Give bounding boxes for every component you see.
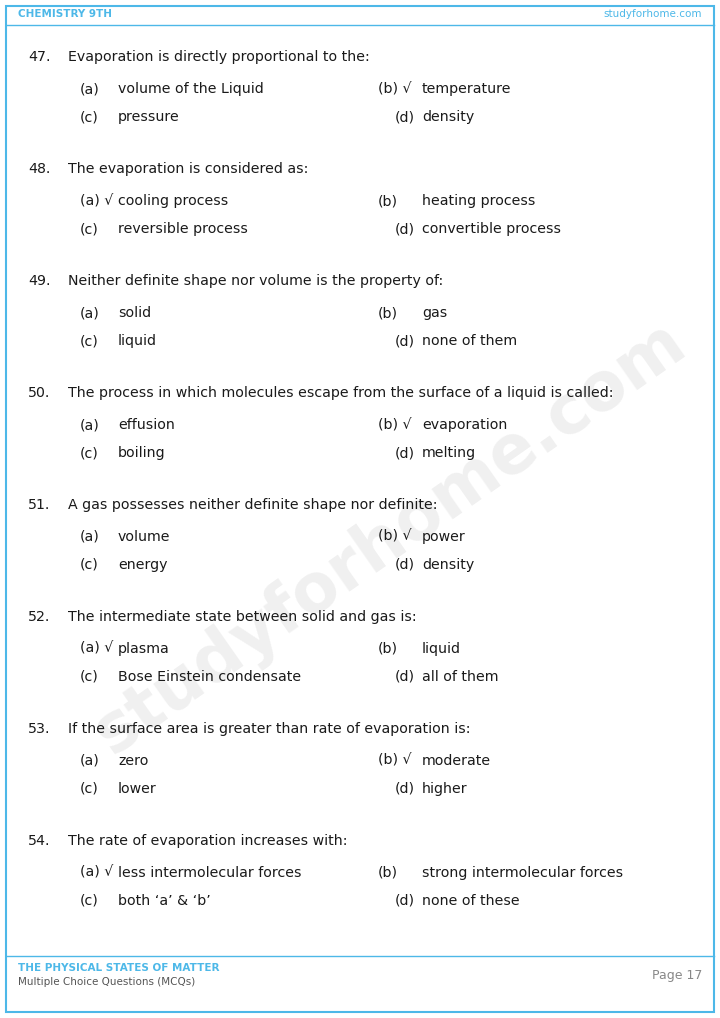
Text: (d): (d): [395, 782, 415, 796]
Text: (a) √: (a) √: [80, 642, 113, 656]
Text: less intermolecular forces: less intermolecular forces: [118, 866, 302, 880]
Text: (c): (c): [80, 446, 99, 460]
Text: (a): (a): [80, 82, 100, 96]
Text: liquid: liquid: [118, 334, 157, 348]
Text: 53.: 53.: [28, 722, 50, 736]
Text: THE PHYSICAL STATES OF MATTER: THE PHYSICAL STATES OF MATTER: [18, 963, 220, 973]
Text: (c): (c): [80, 782, 99, 796]
Text: If the surface area is greater than rate of evaporation is:: If the surface area is greater than rate…: [68, 722, 470, 736]
Text: volume: volume: [118, 530, 171, 544]
Text: Evaporation is directly proportional to the:: Evaporation is directly proportional to …: [68, 50, 370, 64]
Text: 49.: 49.: [28, 274, 50, 288]
Text: A gas possesses neither definite shape nor definite:: A gas possesses neither definite shape n…: [68, 498, 438, 512]
Text: Neither definite shape nor volume is the property of:: Neither definite shape nor volume is the…: [68, 274, 444, 288]
Text: cooling process: cooling process: [118, 194, 228, 208]
Text: 52.: 52.: [28, 610, 50, 624]
Text: (c): (c): [80, 334, 99, 348]
Text: CHEMISTRY 9TH: CHEMISTRY 9TH: [18, 9, 112, 19]
Text: melting: melting: [422, 446, 476, 460]
Text: (d): (d): [395, 334, 415, 348]
Text: The rate of evaporation increases with:: The rate of evaporation increases with:: [68, 834, 348, 848]
Text: all of them: all of them: [422, 670, 498, 684]
Text: (b) √: (b) √: [378, 418, 412, 432]
Text: The process in which molecules escape from the surface of a liquid is called:: The process in which molecules escape fr…: [68, 386, 613, 400]
Text: temperature: temperature: [422, 82, 511, 96]
Text: (d): (d): [395, 894, 415, 908]
Text: evaporation: evaporation: [422, 418, 508, 432]
Text: (a): (a): [80, 418, 100, 432]
Text: (a): (a): [80, 530, 100, 544]
Text: liquid: liquid: [422, 642, 461, 656]
Text: zero: zero: [118, 754, 148, 768]
Text: density: density: [422, 558, 474, 572]
Text: (c): (c): [80, 894, 99, 908]
Text: effusion: effusion: [118, 418, 175, 432]
Text: solid: solid: [118, 306, 151, 320]
Text: 47.: 47.: [28, 50, 50, 64]
Text: Page 17: Page 17: [652, 968, 702, 981]
Text: (b) √: (b) √: [378, 754, 412, 768]
Text: (b): (b): [378, 306, 398, 320]
Text: 51.: 51.: [28, 498, 50, 512]
Text: studyforhome.com: studyforhome.com: [82, 308, 698, 768]
Text: gas: gas: [422, 306, 447, 320]
Text: none of them: none of them: [422, 334, 517, 348]
Text: Multiple Choice Questions (MCQs): Multiple Choice Questions (MCQs): [18, 977, 195, 987]
Text: pressure: pressure: [118, 110, 180, 124]
Text: density: density: [422, 110, 474, 124]
Text: (d): (d): [395, 446, 415, 460]
Text: plasma: plasma: [118, 642, 170, 656]
Text: Bose Einstein condensate: Bose Einstein condensate: [118, 670, 301, 684]
Text: higher: higher: [422, 782, 467, 796]
Text: 50.: 50.: [28, 386, 50, 400]
Text: (b) √: (b) √: [378, 530, 412, 544]
Text: (b): (b): [378, 194, 398, 208]
Text: boiling: boiling: [118, 446, 166, 460]
Text: strong intermolecular forces: strong intermolecular forces: [422, 866, 623, 880]
Text: (d): (d): [395, 670, 415, 684]
Text: (a): (a): [80, 306, 100, 320]
Text: The evaporation is considered as:: The evaporation is considered as:: [68, 162, 308, 176]
Text: moderate: moderate: [422, 754, 491, 768]
Text: (a) √: (a) √: [80, 866, 113, 880]
Text: (b) √: (b) √: [378, 82, 412, 96]
Text: 48.: 48.: [28, 162, 50, 176]
Text: (c): (c): [80, 670, 99, 684]
Text: The intermediate state between solid and gas is:: The intermediate state between solid and…: [68, 610, 417, 624]
Text: (d): (d): [395, 222, 415, 236]
Text: none of these: none of these: [422, 894, 520, 908]
Text: (a) √: (a) √: [80, 194, 113, 208]
Text: 54.: 54.: [28, 834, 50, 848]
Text: reversible process: reversible process: [118, 222, 248, 236]
Text: power: power: [422, 530, 466, 544]
Text: (c): (c): [80, 558, 99, 572]
Text: (d): (d): [395, 558, 415, 572]
Text: (c): (c): [80, 222, 99, 236]
Text: lower: lower: [118, 782, 157, 796]
Text: (b): (b): [378, 866, 398, 880]
Text: volume of the Liquid: volume of the Liquid: [118, 82, 264, 96]
Text: convertible process: convertible process: [422, 222, 561, 236]
Text: (a): (a): [80, 754, 100, 768]
Text: both ‘a’ & ‘b’: both ‘a’ & ‘b’: [118, 894, 211, 908]
Text: studyforhome.com: studyforhome.com: [603, 9, 702, 19]
Text: heating process: heating process: [422, 194, 536, 208]
Text: (b): (b): [378, 642, 398, 656]
Text: energy: energy: [118, 558, 168, 572]
Text: (d): (d): [395, 110, 415, 124]
Text: (c): (c): [80, 110, 99, 124]
